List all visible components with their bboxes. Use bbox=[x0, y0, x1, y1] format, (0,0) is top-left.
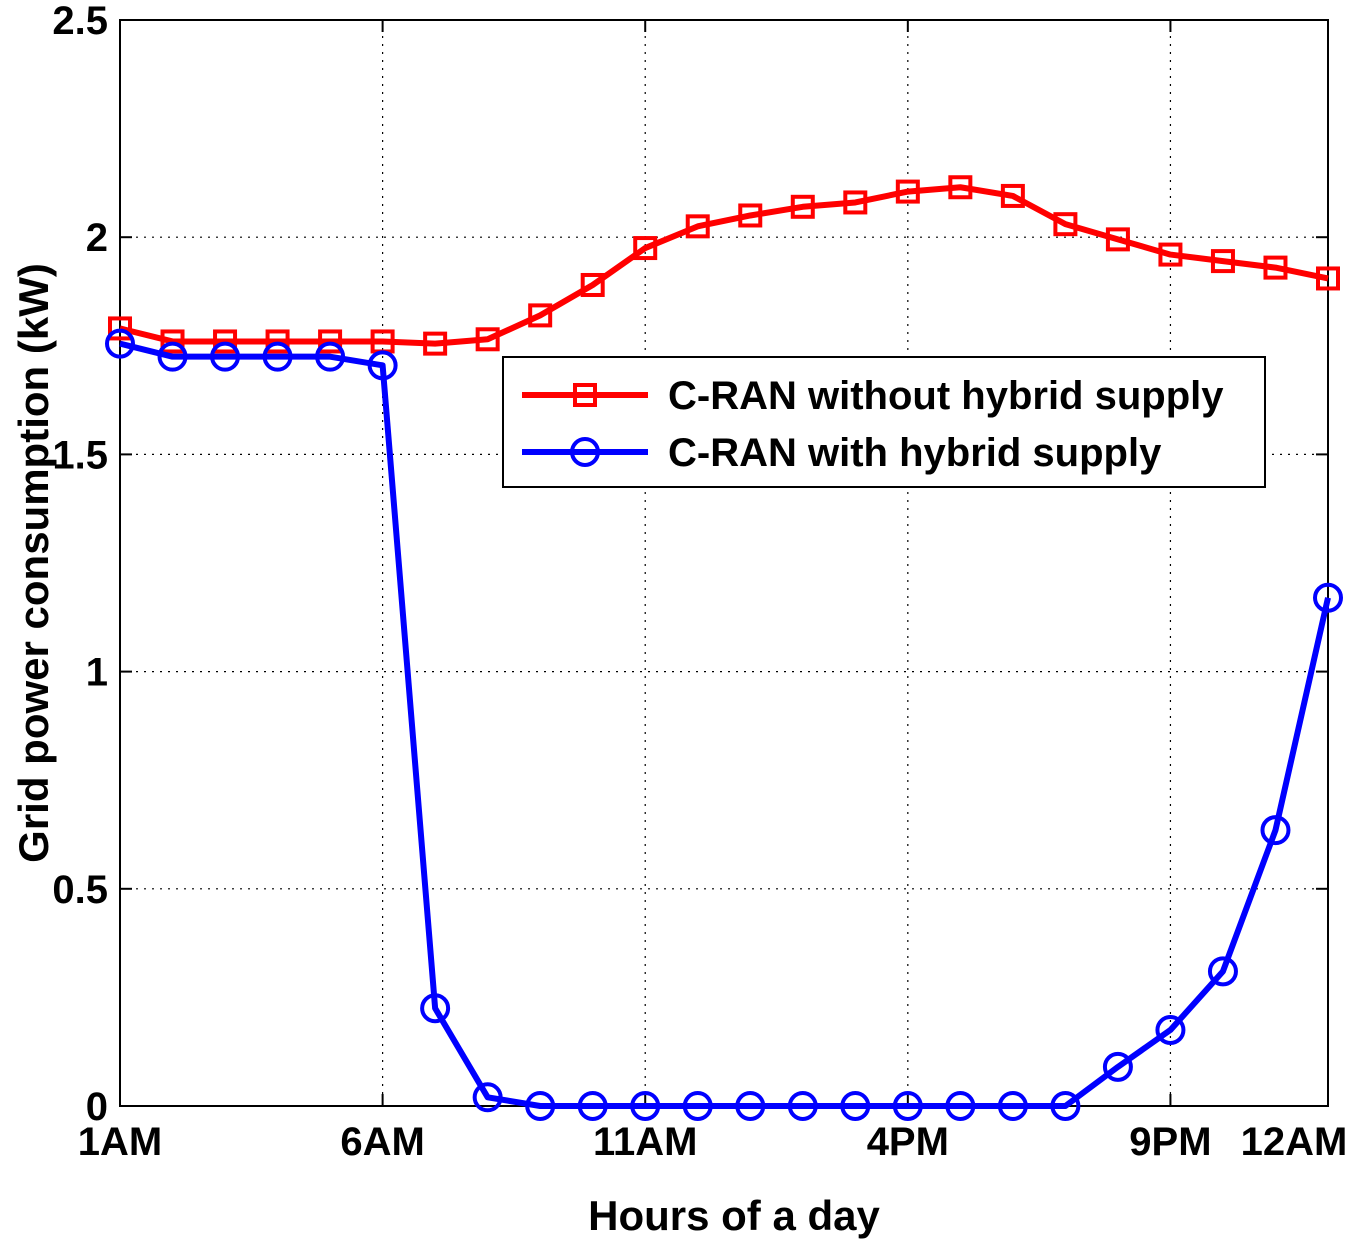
x-tick-label: 6AM bbox=[340, 1120, 424, 1164]
y-tick-label: 2.5 bbox=[52, 0, 108, 43]
x-axis-tick-labels: 1AM 6AM 11AM 4PM 9PM 12AM bbox=[78, 1120, 1348, 1164]
y-tick-label: 2 bbox=[86, 216, 108, 260]
data-point bbox=[420, 993, 451, 1024]
series-2 bbox=[105, 328, 1343, 1121]
data-point bbox=[1263, 255, 1288, 280]
data-point bbox=[735, 1091, 766, 1121]
legend-entry: C-RAN with hybrid supply bbox=[522, 431, 1162, 475]
series-line bbox=[119, 184, 1329, 347]
data-point bbox=[528, 303, 553, 328]
axis-ticks bbox=[119, 19, 1329, 1107]
data-point bbox=[160, 329, 185, 354]
data-point bbox=[108, 316, 132, 341]
data-point bbox=[1313, 582, 1343, 613]
data-point bbox=[580, 272, 605, 297]
data-point bbox=[843, 190, 868, 215]
y-axis-tick-labels: 0 0.5 1 1.5 2 2.5 bbox=[52, 0, 108, 1129]
legend-marker bbox=[573, 383, 597, 407]
data-point bbox=[1207, 956, 1238, 987]
data-point bbox=[787, 1091, 818, 1121]
x-tick-label: 1AM bbox=[78, 1120, 162, 1164]
data-point bbox=[1000, 183, 1025, 208]
data-point bbox=[1102, 1051, 1133, 1082]
data-point bbox=[1210, 249, 1235, 274]
data-point bbox=[157, 341, 188, 372]
data-point bbox=[1053, 212, 1078, 237]
x-axis-label: Hours of a day bbox=[588, 1192, 880, 1239]
data-point bbox=[262, 341, 293, 372]
x-tick-label: 9PM bbox=[1129, 1120, 1211, 1164]
x-tick-label: 12AM bbox=[1241, 1120, 1348, 1164]
data-point bbox=[1158, 242, 1183, 267]
data-point bbox=[423, 331, 448, 356]
data-point bbox=[475, 327, 500, 352]
series-layer bbox=[105, 175, 1343, 1121]
data-point bbox=[738, 203, 763, 228]
y-tick-label: 1 bbox=[86, 651, 108, 695]
y-tick-label: 1.5 bbox=[52, 433, 108, 477]
grid-lines bbox=[119, 19, 1329, 1107]
x-tick-label: 4PM bbox=[867, 1120, 949, 1164]
data-point bbox=[630, 1091, 661, 1121]
data-point bbox=[1316, 266, 1340, 291]
legend: C-RAN without hybrid supply C-RAN with hy… bbox=[502, 356, 1266, 488]
data-point bbox=[315, 341, 346, 372]
data-point bbox=[525, 1091, 556, 1121]
data-point bbox=[577, 1091, 608, 1121]
data-point bbox=[1050, 1091, 1081, 1121]
y-tick-label: 0.5 bbox=[52, 868, 108, 912]
data-point bbox=[1105, 227, 1130, 252]
data-point bbox=[997, 1091, 1028, 1121]
data-point bbox=[948, 175, 973, 200]
data-point bbox=[892, 1091, 923, 1121]
series-1 bbox=[108, 175, 1340, 356]
series-line bbox=[119, 340, 1331, 1109]
y-tick-label: 0 bbox=[86, 1085, 108, 1129]
data-point bbox=[265, 329, 290, 354]
data-point bbox=[213, 329, 238, 354]
data-point bbox=[840, 1091, 871, 1121]
data-point bbox=[685, 214, 710, 239]
y-axis-label: Grid power consumption (kW) bbox=[10, 263, 57, 863]
data-point bbox=[318, 329, 343, 354]
data-point bbox=[682, 1091, 713, 1121]
legend-label: C-RAN without hybrid supply bbox=[668, 374, 1224, 418]
legend-marker bbox=[570, 437, 600, 467]
plot-area-frame bbox=[119, 19, 1329, 1107]
data-point bbox=[472, 1082, 503, 1113]
data-point bbox=[945, 1091, 976, 1121]
data-point bbox=[1260, 815, 1291, 846]
data-point bbox=[895, 179, 920, 204]
legend-label: C-RAN with hybrid supply bbox=[668, 431, 1162, 475]
data-point bbox=[367, 350, 398, 381]
data-point bbox=[633, 236, 658, 261]
data-point bbox=[210, 341, 241, 372]
x-tick-label: 11AM bbox=[593, 1120, 698, 1164]
legend-box bbox=[502, 356, 1266, 488]
data-point bbox=[790, 194, 815, 219]
data-point bbox=[1155, 1014, 1186, 1045]
data-point bbox=[105, 328, 135, 359]
legend-entry: C-RAN without hybrid supply bbox=[522, 374, 1224, 418]
